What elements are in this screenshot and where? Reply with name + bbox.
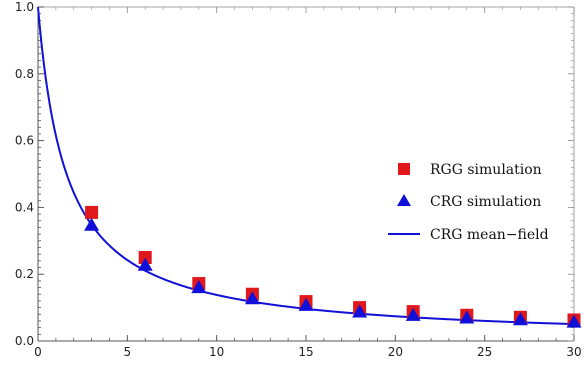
crg-point (298, 297, 314, 311)
legend-label-crg: CRG simulation (430, 194, 541, 210)
x-tick-label: 0 (34, 345, 42, 359)
plot-area (37, 6, 582, 328)
crg-point (566, 314, 582, 328)
y-tick-label: 0.4 (15, 200, 34, 214)
y-tick-label: 0.6 (15, 134, 34, 148)
ticks: 0 5 10 15 20 25 30 0.0 0.2 0.4 0.6 0.8 1.0 (15, 0, 582, 359)
legend-marker-rgg (398, 163, 410, 175)
legend: RGG simulation CRG simulation CRG mean−fie… (388, 162, 549, 243)
crg-point (84, 217, 100, 231)
legend-label-rgg: RGG simulation (430, 162, 542, 178)
x-tick-label: 15 (298, 345, 313, 359)
crg-point (459, 310, 475, 324)
crg-point (512, 312, 528, 326)
rgg-point (85, 205, 99, 219)
rgg-point (138, 251, 152, 264)
x-tick-label: 5 (124, 345, 132, 359)
crg-point (191, 280, 207, 294)
legend-marker-crg (397, 194, 411, 206)
crg-point (244, 291, 260, 305)
x-tick-label: 30 (566, 345, 581, 359)
crg-point (405, 307, 421, 321)
y-tick-label: 0.2 (15, 267, 34, 281)
legend-label-mean-field: CRG mean−field (430, 227, 549, 243)
y-tick-label: 1.0 (15, 0, 34, 14)
y-tick-label: 0.8 (15, 67, 34, 81)
crg-point (137, 257, 153, 271)
x-tick-label: 25 (477, 345, 492, 359)
x-tick-label: 20 (388, 345, 403, 359)
x-tick-label: 10 (209, 345, 224, 359)
crg-point (352, 304, 368, 318)
y-tick-label: 0.0 (15, 334, 34, 348)
